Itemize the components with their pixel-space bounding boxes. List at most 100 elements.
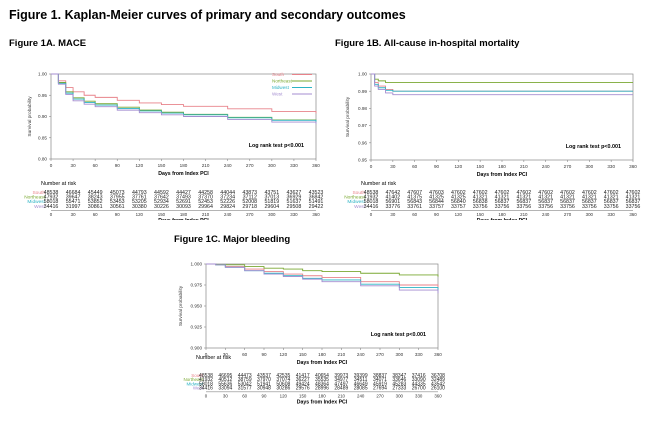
risk-cell: 51637 (287, 199, 302, 205)
y-tick-label: 0.96 (358, 140, 367, 145)
risk-cell: 58018 (199, 381, 213, 387)
risk-cell: 31997 (66, 204, 81, 210)
risk-x-tick-label: 240 (224, 212, 232, 217)
risk-cell: 36708 (431, 373, 445, 379)
risk-cell: 43751 (264, 190, 279, 196)
risk-cell: 42535 (276, 373, 290, 379)
risk-x-tick-label: 90 (262, 393, 267, 398)
risk-x-tick-label: 300 (268, 212, 276, 217)
risk-cell: 52934 (154, 199, 169, 205)
risk-row-label: South (352, 190, 365, 196)
risk-cell: 44793 (132, 190, 147, 196)
risk-row-label: Midwest (186, 381, 203, 386)
risk-cell: 53852 (88, 199, 103, 205)
risk-x-tick-label: 300 (586, 212, 594, 217)
risk-cell: 29422 (309, 204, 324, 210)
annotation-text: Log rank test p<0.001 (371, 332, 426, 338)
risk-cell: 28489 (334, 386, 348, 392)
risk-cell: 47602 (560, 190, 575, 196)
risk-x-tick-label: 150 (299, 393, 307, 398)
x-tick-label: 30 (71, 163, 77, 168)
legend-label: Midwest (272, 85, 290, 90)
risk-cell: 38243 (88, 195, 103, 201)
risk-row-label: Midwest (27, 199, 45, 205)
risk-cell: 48538 (199, 373, 213, 379)
risk-row-label: Northeast (344, 195, 365, 201)
risk-cell: 33756 (538, 204, 553, 210)
risk-table-title: Number at risk (196, 355, 231, 361)
risk-x-tick-label: 0 (205, 393, 208, 398)
risk-row-label: South (191, 373, 203, 378)
risk-cell: 36929 (287, 195, 302, 201)
panel-mortality: Figure 1B. All-cause in-hospital mortali… (335, 38, 641, 220)
risk-cell: 49424 (296, 381, 310, 387)
x-tick-label: 360 (312, 163, 320, 168)
risk-x-tick-label: 180 (318, 393, 326, 398)
risk-cell: 29824 (220, 204, 235, 210)
risk-cell: 37112 (243, 195, 257, 201)
y-axis-label: Survival probability (178, 285, 184, 326)
risk-x-tick-label: 330 (290, 212, 298, 217)
risk-x-axis-label: Days from Index PCI (297, 399, 348, 405)
risk-cell: 41321 (538, 195, 553, 201)
risk-cell: 41321 (495, 195, 510, 201)
series-line-northeast (371, 73, 633, 84)
risk-cell: 47497 (334, 381, 348, 387)
risk-cell: 38347 (392, 373, 406, 379)
x-tick-label: 120 (135, 163, 143, 168)
risk-cell: 33757 (429, 204, 444, 210)
y-tick-label: 1.000 (191, 262, 203, 267)
risk-x-tick-label: 210 (520, 212, 528, 217)
risk-cell: 41321 (560, 195, 575, 201)
risk-cell: 45283 (392, 381, 406, 387)
x-tick-label: 300 (395, 352, 403, 357)
legend-label: Northeast (272, 79, 293, 84)
x-tick-label: 150 (476, 164, 484, 169)
risk-cell: 43523 (309, 190, 324, 196)
risk-cell: 52453 (198, 199, 213, 205)
risk-cell: 40512 (218, 377, 232, 383)
risk-cell: 43537 (257, 373, 271, 379)
risk-cell: 58018 (44, 199, 59, 205)
risk-cell: 33761 (407, 204, 422, 210)
risk-cell: 55636 (218, 381, 232, 387)
risk-cell: 33646 (392, 377, 406, 383)
risk-cell: 30286 (276, 386, 290, 392)
risk-x-tick-label: 270 (564, 212, 572, 217)
risk-x-tick-label: 90 (115, 212, 120, 217)
risk-x-tick-label: 360 (312, 212, 320, 217)
x-tick-label: 0 (205, 352, 208, 357)
annotation-text: Log rank test p<0.001 (249, 143, 304, 149)
risk-cell: 45073 (110, 190, 125, 196)
y-tick-label: 1.00 (358, 72, 367, 77)
risk-table-title: Number at risk (41, 181, 76, 187)
risk-x-tick-label: 60 (93, 212, 98, 217)
risk-cell: 41932 (199, 377, 213, 383)
series-line-west (371, 73, 633, 96)
risk-cell: 47602 (538, 190, 553, 196)
risk-cell: 47932 (44, 195, 59, 201)
x-tick-label: 210 (520, 164, 528, 169)
y-tick-label: 0.950 (191, 304, 203, 309)
risk-cell: 41375 (407, 195, 422, 201)
legend-label: West (272, 92, 283, 97)
risk-cell: 30226 (154, 204, 169, 210)
risk-x-tick-label: 120 (455, 212, 463, 217)
risk-cell: 33756 (495, 204, 510, 210)
risk-row-label: West (193, 386, 204, 391)
risk-cell: 37013 (264, 195, 279, 201)
risk-x-tick-label: 120 (280, 393, 288, 398)
y-tick-label: 0.99 (358, 89, 367, 94)
risk-cell: 47642 (385, 190, 400, 196)
risk-row-label: West (354, 204, 366, 210)
risk-cell: 41321 (473, 195, 488, 201)
risk-cell: 47602 (582, 190, 597, 196)
y-tick-label: 0.95 (358, 158, 367, 163)
risk-cell: 26700 (412, 386, 426, 392)
risk-cell: 34071 (373, 377, 387, 383)
risk-cell: 33094 (218, 386, 232, 392)
risk-cell: 33756 (473, 204, 488, 210)
legend-label: South (272, 72, 284, 77)
risk-cell: 55471 (66, 199, 81, 205)
risk-cell: 30948 (257, 386, 271, 392)
